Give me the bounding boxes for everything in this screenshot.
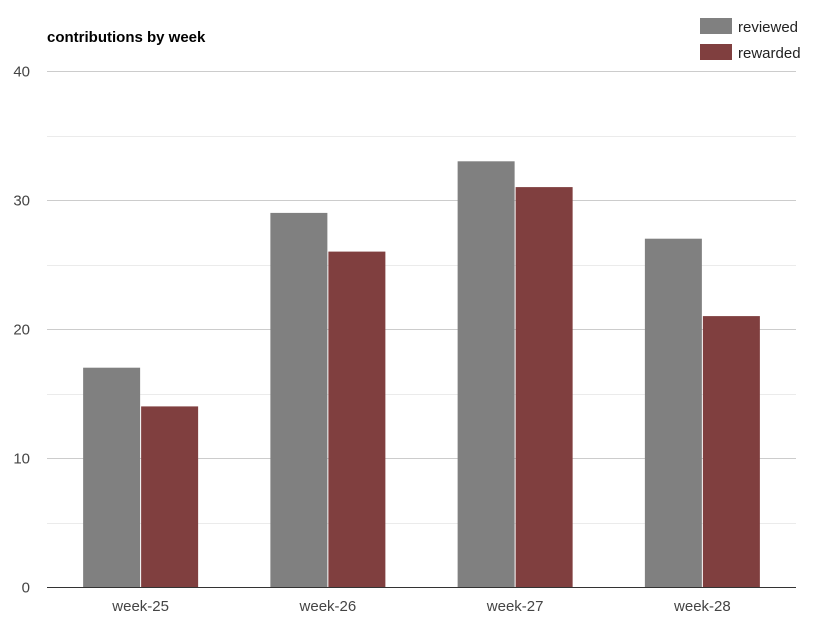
bar-reviewed-week-26 [270, 212, 328, 587]
x-axis-ticks: week-25 week-26 week-27 week-28 [111, 598, 730, 615]
bar-rewarded-week-25 [141, 406, 199, 587]
bar-rewarded-week-28 [702, 316, 760, 587]
bars [83, 161, 760, 588]
chart-title: contributions by week [47, 29, 206, 46]
x-tick-label: week-26 [299, 598, 357, 615]
bar-rewarded-week-27 [515, 187, 573, 587]
bar-reviewed-week-25 [83, 367, 141, 587]
x-tick-label: week-28 [673, 598, 731, 615]
legend-swatch-rewarded [700, 44, 732, 60]
x-tick-label: week-27 [486, 598, 544, 615]
y-axis-ticks: 0 10 20 30 40 [13, 64, 30, 597]
y-tick-label: 20 [13, 322, 30, 339]
legend-swatch-reviewed [700, 18, 732, 34]
legend-label-reviewed: reviewed [738, 19, 798, 36]
y-tick-label: 30 [13, 193, 30, 210]
bar-reviewed-week-27 [457, 161, 515, 588]
y-tick-label: 40 [13, 64, 30, 81]
bar-reviewed-week-28 [644, 238, 702, 587]
y-tick-label: 10 [13, 451, 30, 468]
bar-rewarded-week-26 [328, 251, 386, 587]
legend: reviewed rewarded [700, 18, 801, 62]
legend-label-rewarded: rewarded [738, 45, 801, 62]
y-tick-label: 0 [22, 580, 30, 597]
x-tick-label: week-25 [111, 598, 169, 615]
